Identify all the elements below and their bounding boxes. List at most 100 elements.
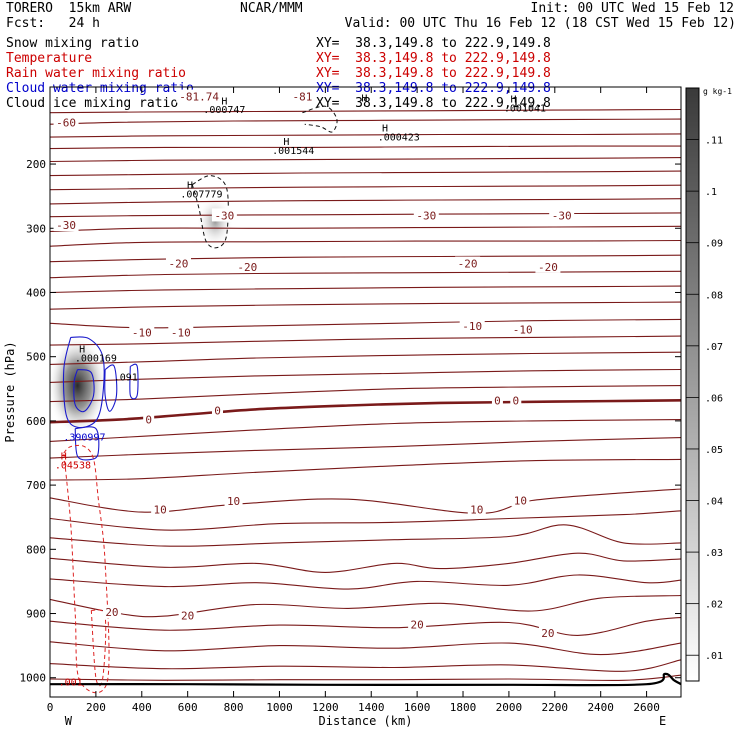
isotherm-17 bbox=[49, 351, 682, 365]
temp-label-bg bbox=[549, 208, 575, 222]
temp-label-bg bbox=[408, 617, 427, 631]
temp-label-bg bbox=[455, 256, 481, 270]
x-tick-label: 1400 bbox=[358, 701, 385, 714]
temperature-label: 10 bbox=[154, 504, 167, 517]
isotherm-19 bbox=[49, 385, 682, 403]
max-annotation: .04538 bbox=[55, 461, 91, 472]
isotherm-12 bbox=[49, 270, 682, 279]
y-tick-label: 1000 bbox=[20, 672, 47, 685]
max-annotation: H bbox=[79, 344, 85, 355]
temp-label-bg bbox=[129, 325, 155, 339]
snow-shading-core bbox=[47, 335, 108, 436]
isotherm-18 bbox=[49, 368, 682, 383]
temp-label-bg bbox=[211, 208, 237, 222]
model-title: TORERO 15km ARW bbox=[6, 1, 132, 16]
field-label: Rain water mixing ratio bbox=[6, 66, 187, 81]
colorbar-tick-label: .03 bbox=[705, 548, 723, 559]
temperature-label: 20 bbox=[411, 618, 424, 631]
temp-label-bg bbox=[53, 218, 79, 232]
max-annotation: .000423 bbox=[378, 132, 420, 143]
field-label: Snow mixing ratio bbox=[6, 36, 140, 51]
temperature-label: -30 bbox=[552, 209, 572, 222]
temperature-label: -10 bbox=[462, 320, 482, 333]
field-xy: XY= 38.3,149.8 to 222.9,149.8 bbox=[316, 81, 551, 96]
east-label: E bbox=[659, 714, 666, 728]
field-label: Temperature bbox=[6, 51, 93, 66]
temp-label-bg bbox=[467, 502, 486, 516]
temp-label-bg bbox=[165, 256, 191, 270]
x-axis-label: Distance (km) bbox=[319, 714, 413, 728]
temp-label-bg bbox=[53, 115, 79, 129]
temperature-label: -10 bbox=[171, 326, 191, 339]
y-tick-label: 300 bbox=[26, 222, 46, 235]
temperature-label: 20 bbox=[105, 606, 118, 619]
temp-label-bg bbox=[413, 208, 439, 222]
max-annotation: H bbox=[283, 137, 289, 148]
valid-time: Valid: 00 UTC Thu 16 Feb 12 (18 CST Wed … bbox=[344, 16, 736, 31]
isotherm-9 bbox=[49, 225, 682, 233]
temperature-label: -20 bbox=[538, 261, 558, 274]
init-time: Init: 00 UTC Wed 15 Feb 12 bbox=[530, 1, 735, 16]
isotherm-5 bbox=[49, 170, 682, 177]
field-xy: XY= 38.3,149.8 to 222.9,149.8 bbox=[316, 96, 551, 111]
temp-label-bg bbox=[224, 494, 243, 508]
colorbar bbox=[685, 87, 700, 682]
colorbar-tick-label: .11 bbox=[705, 136, 723, 147]
temperature-label: -30 bbox=[416, 209, 436, 222]
rain-water-contour-1 bbox=[90, 609, 107, 687]
isotherm-21 bbox=[49, 419, 682, 442]
temperature-label: 0 bbox=[214, 405, 221, 418]
max-annotation: .390997 bbox=[63, 432, 105, 443]
temperature-label: -30 bbox=[214, 209, 234, 222]
isotherm-1 bbox=[49, 118, 682, 125]
isotherm-14 bbox=[49, 301, 682, 310]
temp-label-bg bbox=[510, 393, 522, 407]
temp-label-bg bbox=[234, 259, 260, 273]
isotherm-10 bbox=[49, 239, 682, 247]
temp-label-bg bbox=[535, 259, 561, 273]
temp-label-bg bbox=[102, 605, 121, 619]
colorbar-tick-label: .06 bbox=[705, 393, 723, 404]
isotherm-3 bbox=[49, 145, 682, 150]
temperature-label: -81 bbox=[292, 91, 312, 104]
x-tick-label: 2000 bbox=[496, 701, 523, 714]
temperature-label: 20 bbox=[181, 609, 194, 622]
y-tick-label: 700 bbox=[26, 479, 46, 492]
temperature-label: -10 bbox=[513, 324, 533, 337]
max-annotation: .000747 bbox=[203, 105, 245, 116]
x-tick-label: 200 bbox=[86, 701, 106, 714]
max-annotation: H bbox=[187, 181, 193, 192]
cloud-ice-contour-0 bbox=[191, 175, 229, 249]
y-axis-label: Pressure (hPa) bbox=[3, 341, 17, 442]
field-label: Cloud ice mixing ratio bbox=[6, 96, 179, 111]
x-tick-label: 2200 bbox=[542, 701, 569, 714]
isotherm-32 bbox=[49, 659, 682, 672]
temp-label-bg bbox=[491, 393, 503, 407]
temperature-label: -20 bbox=[169, 258, 189, 271]
x-tick-label: 1000 bbox=[266, 701, 293, 714]
temperature-label: 10 bbox=[227, 495, 240, 508]
y-tick-label: 200 bbox=[26, 158, 46, 171]
west-label: W bbox=[65, 714, 73, 728]
temp-label-bg bbox=[151, 502, 170, 516]
max-annotation: .001544 bbox=[272, 146, 314, 157]
field-xy: XY= 38.3,149.8 to 222.9,149.8 bbox=[316, 36, 551, 51]
temp-label-bg bbox=[459, 318, 485, 332]
max-annotation: H bbox=[221, 96, 227, 107]
isotherm-8 bbox=[49, 212, 682, 218]
cloud-water-contour-1 bbox=[73, 368, 95, 413]
ground-line bbox=[49, 672, 682, 687]
plot-frame bbox=[49, 86, 682, 698]
x-tick-label: 2400 bbox=[587, 701, 614, 714]
isotherm-27 bbox=[49, 552, 682, 573]
colorbar-tick-label: .07 bbox=[705, 342, 723, 353]
y-tick-label: 400 bbox=[26, 286, 46, 299]
temperature-label: -20 bbox=[458, 258, 478, 271]
temperature-label: 20 bbox=[541, 627, 554, 640]
temp-label-bg bbox=[538, 625, 557, 639]
cloud-water-contour-4 bbox=[74, 426, 100, 461]
cloud-ice-contour-1 bbox=[302, 105, 338, 133]
temperature-label: 10 bbox=[514, 495, 527, 508]
max-annotation: .007779 bbox=[180, 190, 222, 201]
temperature-label: 0 bbox=[494, 394, 501, 407]
